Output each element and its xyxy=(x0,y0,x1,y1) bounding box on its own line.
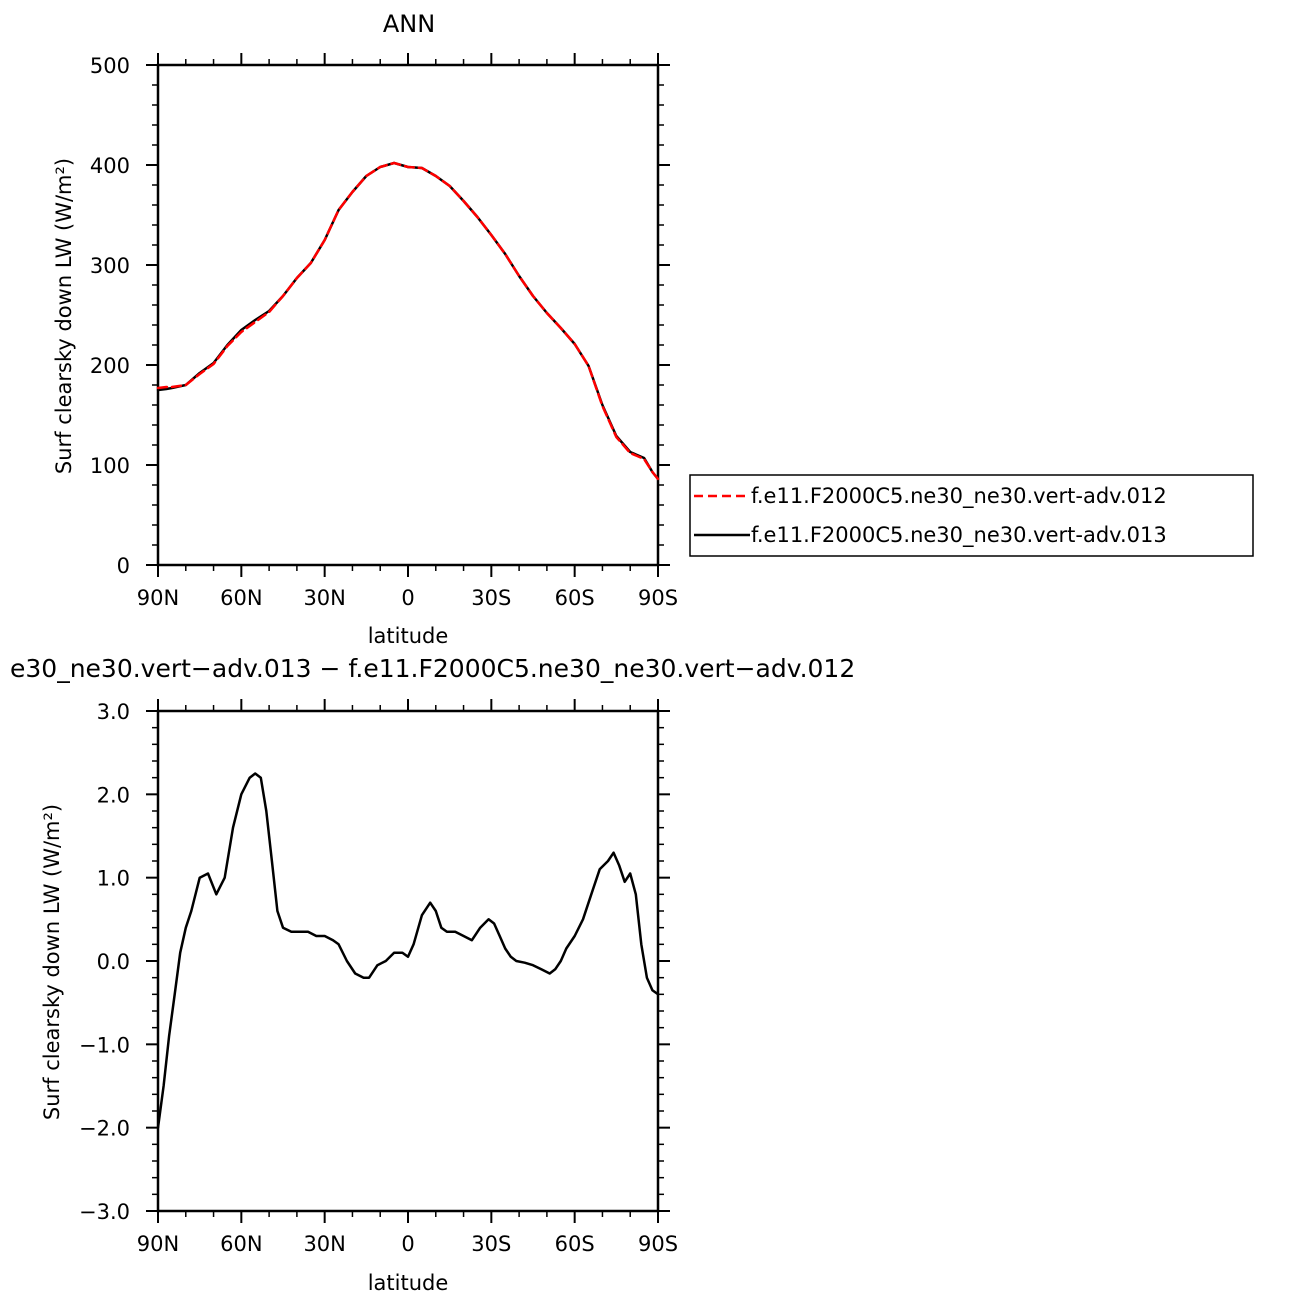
top-axis-ticks: 90N 60N 30N 0 30S 60S 90S 0 100 200 300 400 500 xyxy=(90,53,678,610)
top-x-tick-label: 60N xyxy=(220,586,262,610)
bottom-x-tick-label: 90N xyxy=(137,1232,179,1256)
top-x-tick-label: 60S xyxy=(555,586,595,610)
bottom-series-line-0 xyxy=(156,772,660,1129)
bottom-x-tick-label: 30N xyxy=(303,1232,345,1256)
bottom-x-axis-label: latitude xyxy=(368,1271,449,1295)
top-plot-frame xyxy=(156,63,660,567)
top-x-tick-label: 30S xyxy=(471,586,511,610)
bottom-plot-frame xyxy=(156,709,660,1213)
top-series-line-1 xyxy=(156,161,660,481)
top-data-lines xyxy=(156,161,660,481)
top-y-axis-label: Surf clearsky down LW (W/m²) xyxy=(52,158,76,474)
top-x-tick-label: 90N xyxy=(137,586,179,610)
legend-label-013: f.e11.F2000C5.ne30_ne30.vert-adv.013 xyxy=(751,523,1167,548)
top-y-tick-label: 300 xyxy=(90,254,130,278)
legend-label-012: f.e11.F2000C5.ne30_ne30.vert-adv.012 xyxy=(751,484,1167,509)
top-x-tick-label: 90S xyxy=(638,586,678,610)
bottom-y-tick-label: 3.0 xyxy=(97,700,130,724)
top-x-tick-label: 0 xyxy=(401,586,414,610)
bottom-y-tick-label: 2.0 xyxy=(97,783,130,807)
bottom-x-tick-label: 30S xyxy=(471,1232,511,1256)
bottom-data-lines xyxy=(156,772,660,1129)
bottom-x-tick-label: 90S xyxy=(638,1232,678,1256)
legend: f.e11.F2000C5.ne30_ne30.vert-adv.012 f.e… xyxy=(689,474,1254,557)
bottom-y-tick-label: 0.0 xyxy=(97,950,130,974)
top-x-axis-label: latitude xyxy=(368,624,449,648)
bottom-y-tick-label: −2.0 xyxy=(79,1117,130,1141)
legend-box xyxy=(689,474,1254,557)
top-x-tick-label: 30N xyxy=(303,586,345,610)
bottom-axis-ticks: 90N 60N 30N 0 30S 60S 90S 3.0 2.0 1.0 0.0 −1.0 −2.0 −… xyxy=(79,699,678,1256)
bottom-chart: e30_ne30.vert−adv.013 − f.e11.F2000C5.ne… xyxy=(10,654,855,1295)
bottom-y-axis-label: Surf clearsky down LW (W/m²) xyxy=(40,804,64,1120)
top-chart-title: ANN xyxy=(383,10,435,38)
bottom-x-tick-label: 0 xyxy=(401,1232,414,1256)
top-y-tick-label: 200 xyxy=(90,354,130,378)
bottom-y-tick-label: −1.0 xyxy=(79,1033,130,1057)
top-chart: ANN 90N 60N 30N 0 30S 60S 90S0100200300400500 … xyxy=(52,10,1254,648)
bottom-y-tick-label: −3.0 xyxy=(79,1200,130,1224)
top-y-tick-label: 0 xyxy=(117,554,130,578)
top-series-line-0 xyxy=(156,161,660,481)
bottom-x-tick-label: 60S xyxy=(555,1232,595,1256)
top-y-tick-label: 100 xyxy=(90,454,130,478)
top-y-tick-label: 400 xyxy=(90,154,130,178)
bottom-y-tick-label: 1.0 xyxy=(97,867,130,891)
top-y-tick-label: 500 xyxy=(90,54,130,78)
bottom-x-tick-label: 60N xyxy=(220,1232,262,1256)
bottom-chart-title: e30_ne30.vert−adv.013 − f.e11.F2000C5.ne… xyxy=(10,654,855,683)
